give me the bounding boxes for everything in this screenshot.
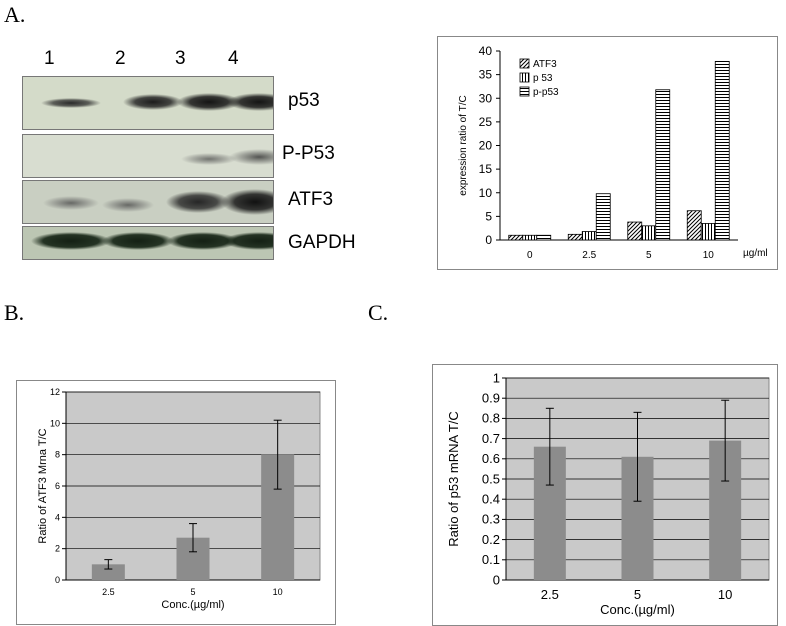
- chart-a-bar-atf3: [567, 233, 583, 241]
- chart-c-x-tick-label: 2.5: [541, 587, 559, 602]
- blot-strip-atf3: [22, 180, 274, 224]
- panel-letter-b: B.: [4, 300, 25, 325]
- chart-a-bar-p53: [581, 231, 597, 241]
- chart-c-y-tick-label: 0.1: [482, 552, 500, 567]
- chart-b-y-tick-label: 6: [55, 481, 60, 491]
- lane-label-1: 1: [44, 48, 55, 69]
- chart-a-bar-p-p53: [655, 89, 671, 241]
- chart-c-y-tick-label: 1: [493, 370, 500, 385]
- chart-b-bar: [91, 564, 125, 580]
- chart-c-x-tick-label: 5: [634, 587, 641, 602]
- blot-label-gapdh: GAPDH: [288, 232, 356, 253]
- blot-strip-p53: [22, 76, 274, 130]
- chart-a-y-tick-label: 5: [485, 209, 492, 223]
- chart-c-y-tick-label: 0.9: [482, 391, 500, 406]
- chart-c-y-tick-label: 0.7: [482, 431, 500, 446]
- lane-label-3: 3: [175, 48, 186, 69]
- blot-strip-gapdh: [22, 226, 274, 260]
- chart-a-y-tick-label: 35: [479, 68, 493, 82]
- chart-b-y-tick-label: 0: [55, 575, 60, 585]
- chart-c-y-tick-label: 0.5: [482, 471, 500, 486]
- chart-c-y-tick-label: 0: [493, 572, 500, 587]
- chart-a-y-tick-label: 25: [479, 115, 493, 129]
- chart-a-bar-atf3: [686, 210, 702, 241]
- lane-label-2: 2: [115, 48, 126, 69]
- chart-b-x-tick-label: 2.5: [102, 587, 115, 597]
- chart-a-legend-label: p-p53: [533, 87, 559, 98]
- chart-a-legend-swatch: [519, 86, 530, 97]
- chart-a-legend-label: ATF3: [533, 59, 557, 70]
- chart-c: 0 0.1 0.2 0.3 0.4 0.5 0.6 0.7 0.8 0.9 1 2.5 5 10 Ratio…: [432, 364, 778, 626]
- blot-label-pp53: P-P53: [282, 143, 335, 164]
- chart-c-x-label: Conc.(µg/ml): [600, 602, 675, 617]
- lane-label-4: 4: [228, 48, 239, 69]
- chart-a-y-tick-label: 40: [479, 44, 493, 58]
- chart-a-bar-atf3: [508, 234, 524, 241]
- chart-a-bar-p-p53: [714, 60, 730, 241]
- chart-b-y-tick-label: 4: [55, 512, 60, 522]
- chart-a-bar-p53: [700, 223, 716, 241]
- chart-c-y-tick-label: 0.4: [482, 492, 500, 507]
- chart-a-y-tick-label: 20: [479, 139, 493, 153]
- chart-b-y-tick-label: 2: [55, 544, 60, 554]
- chart-a-bar-p-p53: [536, 234, 552, 241]
- chart-a-y-tick-label: 0: [485, 233, 492, 247]
- chart-c-y-tick-label: 0.2: [482, 532, 500, 547]
- chart-a-y-tick-label: 15: [479, 162, 493, 176]
- chart-b-y-tick-label: 8: [55, 450, 60, 460]
- chart-a-y-label: expression ratio of T/C: [458, 95, 469, 195]
- blot-label-p53: p53: [288, 90, 320, 111]
- chart-a-x-tick-label: 5: [646, 250, 652, 261]
- chart-a-y-tick-label: 10: [479, 186, 493, 200]
- chart-a-bar-p-p53: [595, 193, 611, 241]
- chart-b-x-tick-label: 10: [273, 587, 283, 597]
- chart-b-x-tick-label: 5: [190, 587, 195, 597]
- chart-b-y-tick-label: 10: [50, 418, 60, 428]
- chart-b-x-label: Conc.(µg/ml): [161, 599, 224, 611]
- chart-a-x-unit: µg/ml: [743, 248, 768, 259]
- chart-a-legend-label: p 53: [533, 73, 553, 84]
- chart-a-bar-p53: [522, 234, 538, 241]
- chart-a-x-tick-label: 2.5: [582, 250, 596, 261]
- chart-c-y-label: Ratio of p53 mRNA T/C: [446, 411, 461, 547]
- chart-b-y-label: Ratio of ATF3 Mrna T/C: [37, 428, 49, 543]
- chart-c-x-tick-label: 10: [718, 587, 732, 602]
- chart-a: 0 5 10 15 20 25 30 35 40 0 2.5 5 10 µg/ml expression r…: [458, 44, 768, 261]
- blot-strip-pp53: [22, 134, 274, 178]
- chart-a-y-tick-label: 30: [479, 91, 493, 105]
- panel-letter-c: C.: [368, 300, 389, 325]
- panel-letter-a: A.: [4, 2, 26, 27]
- chart-a-x-tick-label: 0: [527, 250, 533, 261]
- chart-a-frame: 0 5 10 15 20 25 30 35 40 0 2.5 5 10 µg/ml expression r…: [437, 36, 778, 270]
- chart-a-legend-swatch: [519, 72, 530, 83]
- chart-b-y-tick-label: 12: [50, 387, 60, 397]
- chart-a-bar-p53: [641, 225, 657, 241]
- blot-label-atf3: ATF3: [288, 189, 334, 210]
- chart-c-y-tick-label: 0.6: [482, 451, 500, 466]
- chart-a-bar-atf3: [627, 221, 643, 241]
- chart-a-x-tick-label: 10: [703, 250, 715, 261]
- chart-c-y-tick-label: 0.3: [482, 512, 500, 527]
- chart-c-y-tick-label: 0.8: [482, 411, 500, 426]
- chart-a-legend-swatch: [519, 58, 530, 69]
